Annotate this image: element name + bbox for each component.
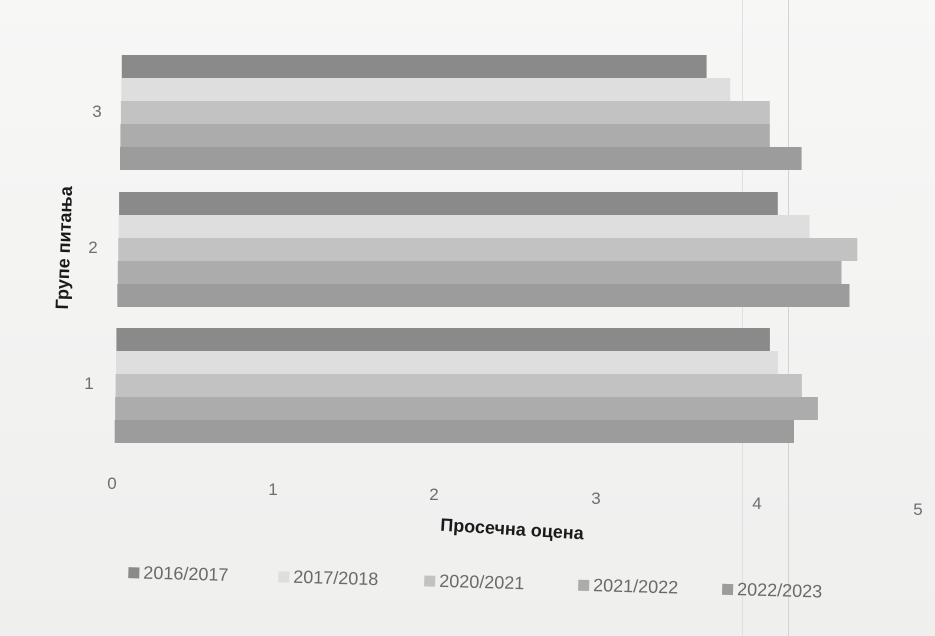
legend-label: 2022/2023 (737, 579, 823, 601)
x-tick-label: 3 (591, 489, 600, 508)
bar-2017-2018-group-2 (118, 215, 810, 238)
y-axis-title: Групе питања (52, 185, 76, 310)
legend-label: 2020/2021 (439, 571, 525, 593)
bar-2021-2022-group-3 (120, 124, 770, 147)
y-tick-label: 3 (92, 102, 101, 121)
x-tick-label: 5 (913, 500, 922, 519)
bar-2021-2022-group-2 (117, 261, 842, 284)
bar-2016-2017-group-1 (116, 328, 770, 351)
x-axis-title: Просечна оцена (440, 515, 585, 544)
bar-2020-2021-group-1 (115, 374, 802, 397)
x-tick-label: 1 (268, 480, 277, 499)
bar-2020-2021-group-2 (118, 238, 858, 261)
legend-label: 2021/2022 (593, 575, 679, 597)
x-tick-label: 4 (752, 494, 761, 513)
legend-label: 2017/2018 (293, 567, 379, 589)
legend-swatch (721, 583, 734, 596)
legend-swatch (578, 579, 590, 592)
legend-swatch (424, 575, 436, 587)
bar-2021-2022-group-1 (115, 397, 818, 420)
bar-2020-2021-group-3 (120, 101, 770, 124)
paper-crease (742, 0, 743, 636)
y-tick-label: 2 (88, 238, 97, 257)
bar-2016-2017-group-2 (119, 192, 778, 215)
legend: 2016/2017 2017/2018 2020/2021 2021/2022 2022… (128, 563, 823, 602)
legend-swatch (128, 567, 140, 579)
bar-2022-2023-group-3 (120, 147, 802, 170)
x-tick-labels: 0 1 2 3 4 5 (107, 474, 922, 519)
bar-2017-2018-group-1 (116, 351, 778, 374)
category-labels: 1 2 3 (84, 102, 101, 393)
legend-label: 2016/2017 (143, 563, 229, 585)
bar-2016-2017-group-3 (121, 55, 707, 78)
paper-fold (788, 0, 789, 636)
legend-swatch (278, 571, 290, 583)
bars-group (114, 55, 858, 443)
y-tick-label: 1 (84, 374, 93, 393)
bar-2022-2023-group-2 (117, 284, 850, 307)
x-tick-label: 2 (429, 485, 438, 504)
bar-2017-2018-group-3 (121, 78, 731, 101)
x-tick-label: 0 (107, 474, 116, 493)
bar-2022-2023-group-1 (114, 420, 794, 443)
